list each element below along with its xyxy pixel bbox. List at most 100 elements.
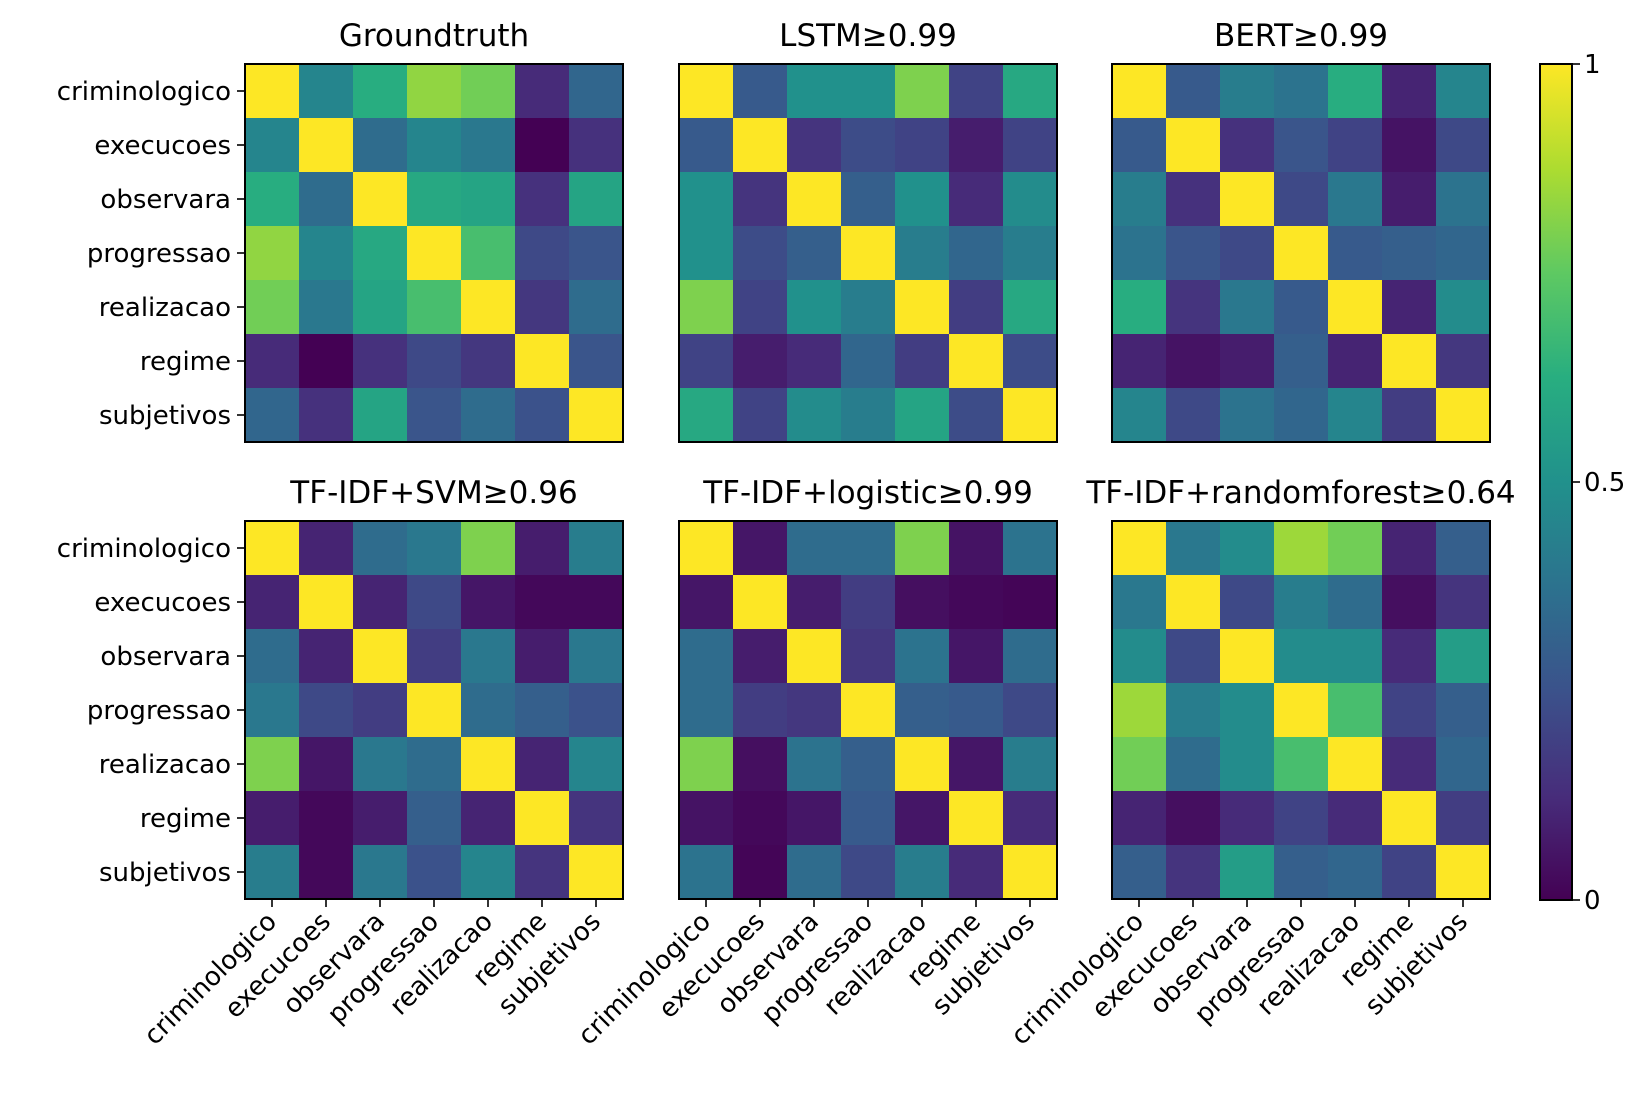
heatmap-cell bbox=[1274, 683, 1329, 738]
heatmap-cell bbox=[407, 629, 462, 684]
heatmap-cell bbox=[841, 737, 896, 792]
heatmap-cell bbox=[569, 118, 624, 173]
heatmap-cell bbox=[407, 64, 462, 119]
heatmap-cell bbox=[787, 172, 842, 227]
heatmap-cell bbox=[353, 172, 408, 227]
heatmap-cell bbox=[569, 791, 624, 846]
heatmap-cell bbox=[841, 172, 896, 227]
heatmap-cell bbox=[733, 845, 788, 900]
heatmap-cell bbox=[679, 388, 734, 443]
row-label: observara bbox=[100, 185, 231, 215]
row-label: subjetivos bbox=[99, 858, 231, 888]
heatmap-cell bbox=[841, 791, 896, 846]
heatmap-cell bbox=[949, 118, 1004, 173]
row-label: criminologico bbox=[57, 77, 231, 107]
heatmap-cell bbox=[895, 737, 950, 792]
heatmap-cell bbox=[787, 683, 842, 738]
row-label: realizacao bbox=[99, 750, 231, 780]
heatmap-cell bbox=[569, 683, 624, 738]
heatmap-cell bbox=[787, 64, 842, 119]
heatmap-cell bbox=[569, 334, 624, 389]
heatmap-cell bbox=[733, 791, 788, 846]
heatmap-cell bbox=[1328, 521, 1383, 576]
heatmap-cell bbox=[1166, 64, 1221, 119]
row-label: regime bbox=[140, 347, 231, 377]
heatmap-cell bbox=[1274, 845, 1329, 900]
heatmap-cell bbox=[733, 575, 788, 630]
heatmap-cell bbox=[895, 575, 950, 630]
heatmap-panel: TF-IDF+SVM≥0.96 criminologico execucoes obs… bbox=[57, 475, 624, 1051]
heatmap-cell bbox=[1003, 521, 1058, 576]
heatmap-cell bbox=[1220, 172, 1275, 227]
heatmap-cell bbox=[733, 280, 788, 335]
heatmap-cell bbox=[1436, 280, 1491, 335]
heatmap-cell bbox=[1166, 737, 1221, 792]
heatmap-cell bbox=[245, 280, 300, 335]
heatmap-cell bbox=[353, 388, 408, 443]
colorbar: 1 0.5 0 bbox=[1539, 50, 1625, 916]
heatmap-cell bbox=[787, 845, 842, 900]
heatmap-cell bbox=[1220, 64, 1275, 119]
heatmap-cell bbox=[353, 334, 408, 389]
heatmap-cell bbox=[1112, 226, 1167, 281]
heatmap-cell bbox=[1328, 334, 1383, 389]
heatmap-cell bbox=[1220, 334, 1275, 389]
heatmap-cell bbox=[1436, 629, 1491, 684]
heatmap-cell bbox=[407, 172, 462, 227]
heatmap-cell bbox=[299, 629, 354, 684]
panel-frame bbox=[678, 63, 1058, 443]
heatmap-cell bbox=[353, 737, 408, 792]
heatmap-cell bbox=[949, 791, 1004, 846]
heatmap-cell bbox=[407, 280, 462, 335]
heatmap-cell bbox=[841, 629, 896, 684]
heatmap-cell bbox=[245, 118, 300, 173]
heatmap-cell bbox=[949, 629, 1004, 684]
heatmap-cell bbox=[245, 521, 300, 576]
heatmap-cell bbox=[407, 118, 462, 173]
heatmap-cell bbox=[679, 118, 734, 173]
heatmap-cell bbox=[949, 683, 1004, 738]
heatmap-cell bbox=[1436, 334, 1491, 389]
heatmap-cell bbox=[461, 521, 516, 576]
heatmap-cell bbox=[1274, 737, 1329, 792]
row-label: criminologico bbox=[57, 534, 231, 564]
heatmap-cell bbox=[1274, 388, 1329, 443]
heatmap-cell bbox=[461, 629, 516, 684]
heatmap-cell bbox=[949, 172, 1004, 227]
heatmap-cell bbox=[515, 118, 570, 173]
heatmap-cell bbox=[1382, 575, 1437, 630]
heatmap-cell bbox=[353, 280, 408, 335]
heatmap-panel: LSTM≥0.99 bbox=[678, 18, 1058, 443]
panel-title: BERT≥0.99 bbox=[1214, 18, 1388, 54]
heatmap-cell bbox=[569, 172, 624, 227]
heatmap-cell bbox=[353, 629, 408, 684]
heatmap-cell bbox=[1382, 226, 1437, 281]
heatmap-cell bbox=[1274, 172, 1329, 227]
heatmap-cell bbox=[679, 845, 734, 900]
heatmap-panel: TF-IDF+logistic≥0.99criminologicoexecuco… bbox=[573, 475, 1058, 1051]
heatmap-cell bbox=[1003, 737, 1058, 792]
heatmap-cell bbox=[1112, 791, 1167, 846]
heatmap-cell bbox=[895, 388, 950, 443]
heatmap-cell bbox=[949, 280, 1004, 335]
heatmap-cell bbox=[733, 521, 788, 576]
heatmap-cell bbox=[895, 280, 950, 335]
row-label: execucoes bbox=[94, 588, 231, 618]
heatmap-cell bbox=[895, 334, 950, 389]
heatmap-cell bbox=[679, 226, 734, 281]
heatmap-cell bbox=[1166, 629, 1221, 684]
heatmap-cell bbox=[1166, 280, 1221, 335]
heatmap-cell bbox=[245, 629, 300, 684]
heatmap-cell bbox=[733, 737, 788, 792]
heatmap-cell bbox=[1166, 334, 1221, 389]
heatmap-cell bbox=[895, 845, 950, 900]
heatmap-cell bbox=[841, 64, 896, 119]
heatmap-cell bbox=[1436, 683, 1491, 738]
heatmap-cell bbox=[1328, 388, 1383, 443]
heatmap-cell bbox=[1112, 521, 1167, 576]
heatmap-cell bbox=[461, 226, 516, 281]
heatmap-cell bbox=[787, 334, 842, 389]
heatmap-cell bbox=[679, 521, 734, 576]
heatmap-cell bbox=[1382, 737, 1437, 792]
heatmap-cell bbox=[407, 575, 462, 630]
